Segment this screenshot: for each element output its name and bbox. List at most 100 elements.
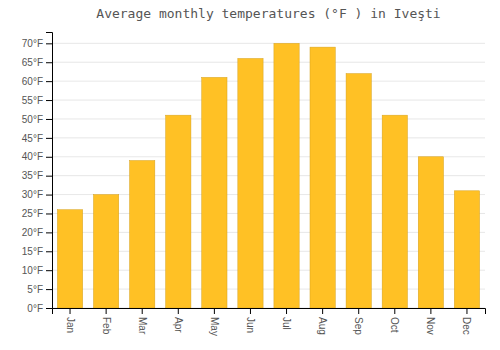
tick-label: Mar <box>137 317 148 335</box>
bar <box>418 157 443 308</box>
tick-mark <box>430 308 431 314</box>
tick-label: 50°F <box>22 114 43 125</box>
tick: Feb <box>101 308 112 335</box>
tick-mark <box>46 232 52 233</box>
tick: 65°F <box>22 57 52 68</box>
tick-mark <box>46 138 52 139</box>
tick: 40°F <box>22 151 52 162</box>
tick-label: 30°F <box>22 189 43 200</box>
bar <box>346 74 371 308</box>
tick-label: 5°F <box>27 284 43 295</box>
tick-mark <box>250 308 251 314</box>
tick: 15°F <box>22 246 52 257</box>
tick-mark <box>106 308 107 314</box>
tick-label: Feb <box>101 317 112 335</box>
tick: 20°F <box>22 227 52 238</box>
tick-mark <box>46 308 52 309</box>
tick-mark <box>142 308 143 314</box>
tick-label: 20°F <box>22 227 43 238</box>
bars <box>57 43 479 308</box>
tick-label: 55°F <box>22 95 43 106</box>
tick-label: Nov <box>425 317 436 335</box>
tick: May <box>209 308 220 336</box>
bar <box>238 58 263 308</box>
axis-line <box>53 309 486 315</box>
bar <box>274 43 299 308</box>
tick-label: Sep <box>353 317 364 335</box>
tick-label: 60°F <box>22 76 43 87</box>
tick: 30°F <box>22 189 52 200</box>
tick-mark <box>214 308 215 314</box>
tick: 50°F <box>22 114 52 125</box>
tick-label: 45°F <box>22 133 43 144</box>
tick-mark <box>46 270 52 271</box>
tick: 55°F <box>22 95 52 106</box>
axis-line <box>46 33 53 309</box>
tick: 35°F <box>22 170 52 181</box>
tick-label: Dec <box>461 317 472 335</box>
tick-mark <box>322 308 323 314</box>
grid-line <box>52 137 485 138</box>
bar <box>310 47 335 308</box>
tick-mark <box>46 195 52 196</box>
tick-mark <box>46 81 52 82</box>
tick: 60°F <box>22 76 52 87</box>
tick-label: Jun <box>245 317 256 333</box>
tick: Mar <box>137 308 148 335</box>
grid-line <box>52 43 485 44</box>
bar <box>454 191 479 308</box>
plot: 0°F 5°F 10°F 15°F 20°F 25°F 30°F 35°F 40°F 45°F 50… <box>22 33 486 336</box>
tick-label: 10°F <box>22 265 43 276</box>
tick-label: May <box>209 317 220 336</box>
tick: Aug <box>317 308 328 335</box>
chart: 0°F 5°F 10°F 15°F 20°F 25°F 30°F 35°F 40°F 45°F 50… <box>0 0 500 350</box>
tick-mark <box>46 251 52 252</box>
tick: Oct <box>389 308 400 333</box>
tick-mark <box>46 62 52 63</box>
tick-mark <box>466 308 467 314</box>
tick-mark <box>358 308 359 314</box>
tick-mark <box>46 213 52 214</box>
tick-label: 15°F <box>22 246 43 257</box>
tick: Apr <box>173 308 184 333</box>
tick-mark <box>46 100 52 101</box>
x-axis: Jan Feb Mar Apr May Jun Jul Aug Sep Oct Nov Dec <box>53 308 486 336</box>
tick: Dec <box>461 308 472 335</box>
tick-mark <box>394 308 395 314</box>
tick-mark <box>46 43 52 44</box>
tick-mark <box>46 176 52 177</box>
bar <box>166 115 191 308</box>
tick-mark <box>46 119 52 120</box>
bar <box>202 77 227 308</box>
tick-label: Aug <box>317 317 328 335</box>
tick-mark <box>286 308 287 314</box>
tick-label: 25°F <box>22 208 43 219</box>
tick-label: 40°F <box>22 151 43 162</box>
bar <box>382 115 407 308</box>
tick: 5°F <box>27 284 52 295</box>
tick: Jun <box>245 308 256 333</box>
grid <box>52 43 485 308</box>
tick: Jul <box>281 308 292 330</box>
tick: 25°F <box>22 208 52 219</box>
tick: 0°F <box>27 303 52 314</box>
bar <box>130 161 155 308</box>
tick-mark <box>46 289 52 290</box>
tick-label: Jul <box>281 317 292 330</box>
tick-label: Apr <box>173 317 184 333</box>
tick-mark <box>70 308 71 314</box>
bar <box>57 210 82 308</box>
grid-line <box>52 100 485 101</box>
tick-mark <box>46 157 52 158</box>
y-axis: 0°F 5°F 10°F 15°F 20°F 25°F 30°F 35°F 40°F 45°F 50… <box>22 33 53 314</box>
title: Average monthly temperatures (°F ) in Iv… <box>96 6 440 21</box>
tick-label: 0°F <box>27 303 43 314</box>
tick: Sep <box>353 308 364 335</box>
tick-label: 65°F <box>22 57 43 68</box>
tick-label: 70°F <box>22 38 43 49</box>
tick-label: Jan <box>65 317 76 333</box>
grid-line <box>52 62 485 63</box>
grid-line <box>52 81 485 82</box>
tick: 70°F <box>22 38 52 49</box>
tick: 10°F <box>22 265 52 276</box>
